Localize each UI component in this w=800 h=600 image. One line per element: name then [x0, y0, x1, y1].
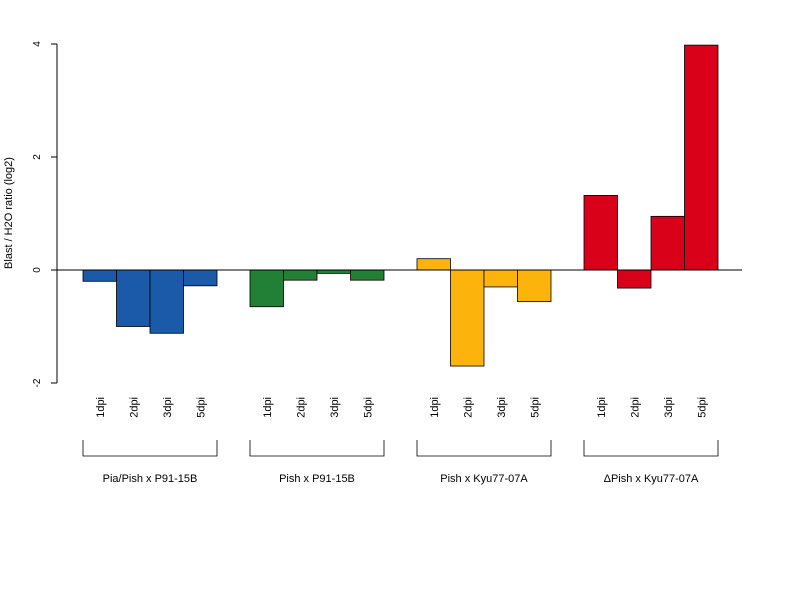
group-bracket — [249, 440, 385, 457]
x-tick-label: 3dpi — [663, 397, 675, 418]
bars — [82, 44, 719, 367]
x-tick-label: 2dpi — [128, 397, 140, 418]
y-tick-label: 2 — [32, 154, 43, 160]
bar — [149, 269, 184, 334]
bar — [450, 269, 485, 367]
group-label: Pish x Kyu77-07A — [440, 473, 528, 485]
bar — [183, 269, 218, 287]
y-ticks: -2 0 2 4 — [32, 41, 57, 387]
bar — [583, 195, 618, 271]
y-tick-label: -2 — [32, 378, 43, 387]
group-bracket — [416, 440, 552, 457]
x-tick-label: 1dpi — [429, 397, 441, 418]
x-tick-label: 5dpi — [529, 397, 541, 418]
group-label: Pish x P91-15B — [279, 473, 355, 485]
x-tick-label: 2dpi — [295, 397, 307, 418]
x-tick-label: 1dpi — [95, 397, 107, 418]
bar — [316, 269, 351, 274]
bar — [416, 258, 451, 271]
x-tick-label: 5dpi — [195, 397, 207, 418]
y-axis-label: Blast / H2O ratio (log2) — [3, 157, 15, 269]
group-bracket — [583, 440, 719, 457]
bar — [650, 215, 685, 271]
bar — [116, 269, 151, 327]
group-brackets: Pia/Pish x P91-15B Pish x P91-15B Pish x K… — [82, 440, 719, 485]
bar — [350, 269, 385, 281]
group-label: ΔPish x Kyu77-07A — [604, 473, 699, 485]
bar — [617, 269, 652, 289]
group-bracket — [82, 440, 218, 457]
x-tick-labels: 1dpi 2dpi 3dpi 5dpi 1dpi 2dpi 3dpi 5dpi 1dpi 2dpi… — [95, 397, 709, 418]
bar — [82, 269, 117, 282]
bar — [483, 269, 518, 288]
bar — [517, 269, 552, 303]
x-tick-label: 2dpi — [462, 397, 474, 418]
x-tick-label: 5dpi — [696, 397, 708, 418]
y-tick-label: 4 — [32, 41, 43, 47]
x-tick-label: 2dpi — [629, 397, 641, 418]
bar — [283, 269, 318, 281]
x-tick-label: 5dpi — [362, 397, 374, 418]
x-tick-label: 3dpi — [329, 397, 341, 418]
bar — [684, 44, 719, 271]
x-tick-label: 1dpi — [596, 397, 608, 418]
x-tick-label: 3dpi — [162, 397, 174, 418]
group-label: Pia/Pish x P91-15B — [103, 473, 198, 485]
x-tick-label: 3dpi — [496, 397, 508, 418]
x-tick-label: 1dpi — [262, 397, 274, 418]
bar — [249, 269, 284, 308]
y-tick-label: 0 — [32, 267, 43, 273]
